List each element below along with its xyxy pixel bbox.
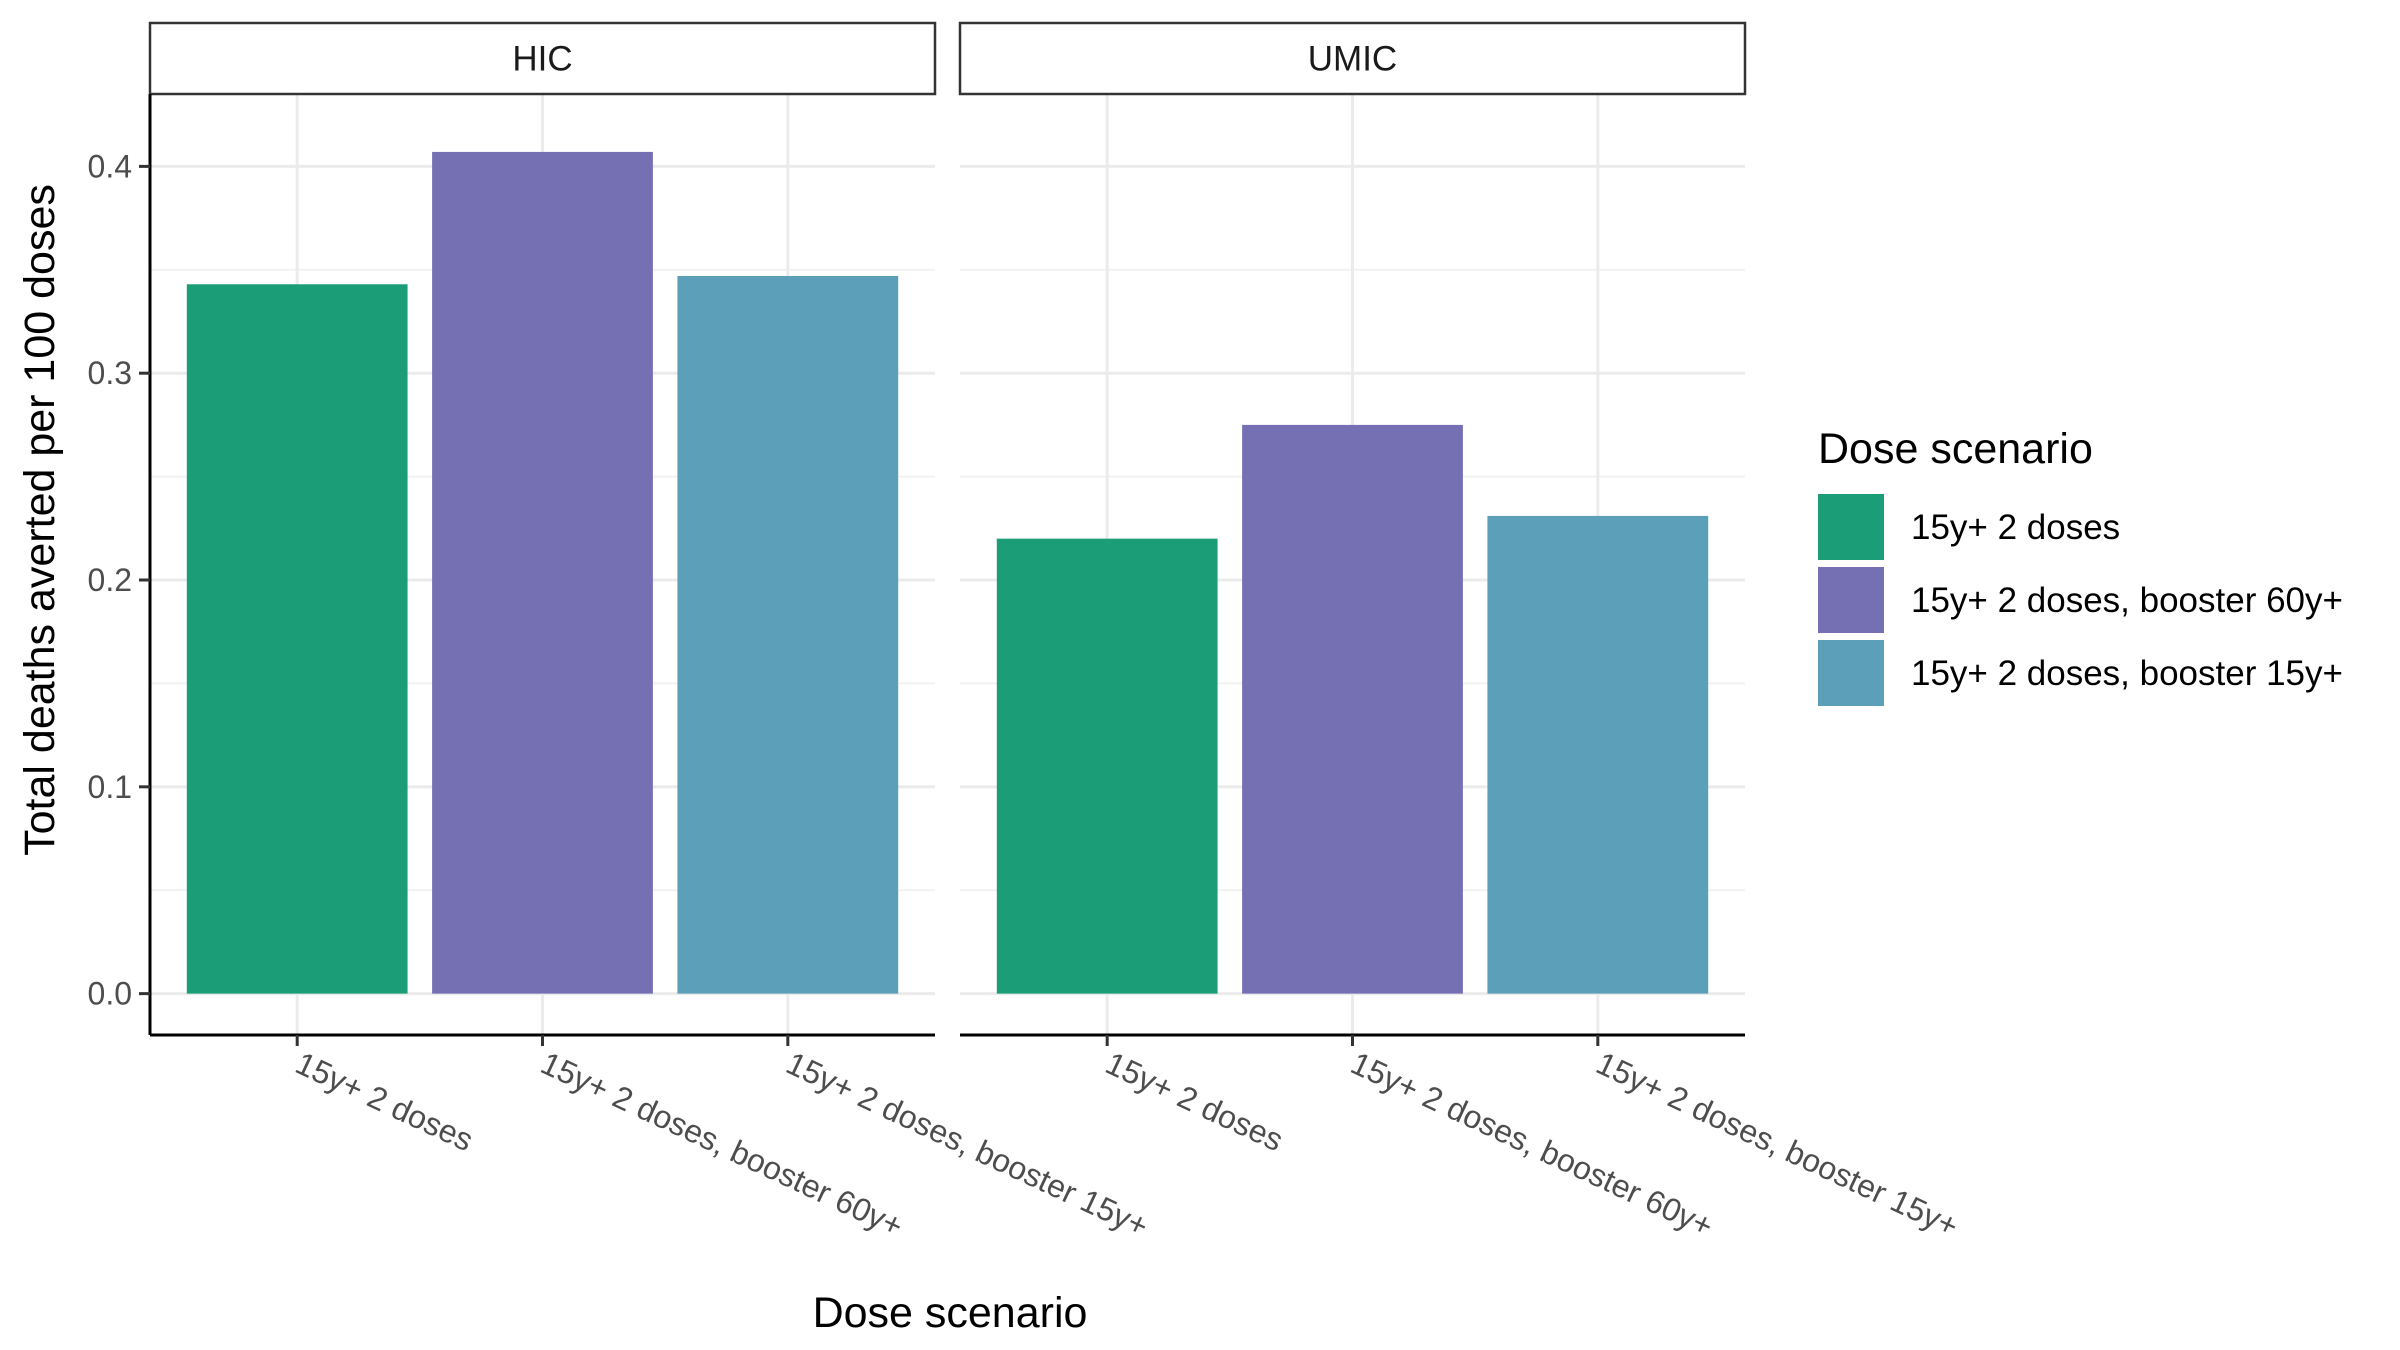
y-tick-label: 0.2 [88, 562, 132, 598]
legend-swatch-2 [1818, 567, 1884, 633]
bar-umic-2 [1242, 424, 1463, 994]
y-axis-title: Total deaths averted per 100 doses [16, 184, 64, 856]
x-axis-title: Dose scenario [813, 1289, 1088, 1337]
legend: Dose scenario 15y+ 2 doses 15y+ 2 doses, … [1818, 425, 2343, 706]
y-axis: 0.0 0.1 0.2 0.3 0.4 [88, 94, 152, 1035]
y-tick-label: 0.0 [88, 976, 132, 1012]
bar-hic-2 [432, 151, 653, 994]
x-tick-label: 15y+ 2 doses [1100, 1045, 1289, 1158]
bar-umic-3 [1487, 515, 1709, 994]
facet-strip [958, 21, 1747, 96]
legend-entry-label: 15y+ 2 doses, booster 15y+ [1911, 654, 2343, 693]
x-tick-label: 15y+ 2 doses [290, 1045, 479, 1158]
y-tick-label: 0.4 [88, 148, 132, 184]
legend-swatch-3 [1818, 640, 1884, 706]
bar-umic-1 [996, 538, 1218, 994]
y-tick-label: 0.1 [88, 769, 132, 805]
facet-strip [148, 21, 937, 96]
facet-strip-label: HIC [512, 40, 572, 79]
legend-title: Dose scenario [1818, 425, 2093, 473]
bar-hic-1 [186, 284, 408, 994]
facet-strip-label: UMIC [1308, 40, 1397, 79]
bar-hic-3 [677, 275, 899, 994]
y-tick-label: 0.3 [88, 355, 132, 391]
legend-entry-label: 15y+ 2 doses, booster 60y+ [1911, 581, 2343, 620]
legend-swatch-1 [1818, 494, 1884, 560]
legend-entry-label: 15y+ 2 doses [1911, 508, 2120, 547]
